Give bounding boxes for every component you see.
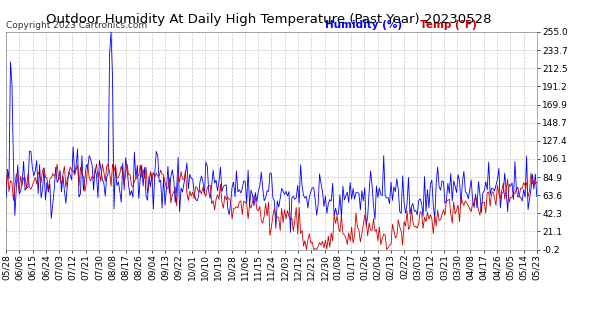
Text: Copyright 2023 Cartronics.com: Copyright 2023 Cartronics.com [6, 21, 147, 30]
Text: Outdoor Humidity At Daily High Temperature (Past Year) 20230528: Outdoor Humidity At Daily High Temperatu… [46, 13, 491, 26]
Text: Humidity (%): Humidity (%) [325, 20, 401, 30]
Text: Temp (°F): Temp (°F) [420, 20, 477, 30]
